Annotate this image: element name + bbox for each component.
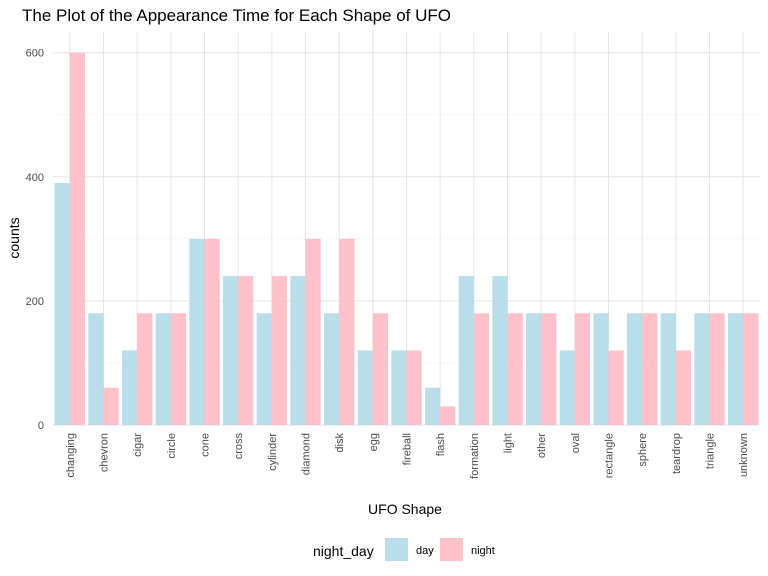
bar-night-cigar <box>137 313 153 425</box>
bar-day-teardrop <box>660 313 676 425</box>
bar-day-rectangle <box>593 313 609 425</box>
bar-night-egg <box>372 313 388 425</box>
bar-night-circle <box>170 313 186 425</box>
x-tick-label: changing <box>65 433 77 478</box>
x-tick-label: formation <box>469 433 481 479</box>
legend-title: night_day <box>313 543 374 559</box>
bar-day-cigar <box>122 350 138 425</box>
bar-day-diamond <box>290 276 306 425</box>
x-tick-label: egg <box>368 433 380 451</box>
bar-night-other <box>541 313 557 425</box>
bar-day-unknown <box>728 313 744 425</box>
y-axis-title: counts <box>6 217 22 258</box>
bar-night-formation <box>473 313 489 425</box>
bar-night-teardrop <box>675 350 691 425</box>
bar-day-formation <box>458 276 474 425</box>
bar-day-chevron <box>88 313 104 425</box>
legend-key-night <box>440 538 463 561</box>
bar-day-egg <box>357 350 373 425</box>
bar-night-unknown <box>743 313 759 425</box>
bar-day-flash <box>425 387 441 425</box>
bar-night-sphere <box>642 313 658 425</box>
x-tick-label: cigar <box>132 433 144 457</box>
x-tick-label: light <box>503 433 515 453</box>
x-tick-labels: changing chevron cigar circle cone cross cylin… <box>65 433 750 479</box>
legend-label-night: night <box>471 545 495 557</box>
x-tick-label: teardrop <box>671 433 683 474</box>
x-tick-label: fireball <box>402 433 414 465</box>
x-tick-label: unknown <box>738 433 750 477</box>
legend-items: day night <box>385 538 495 561</box>
bar-night-changing <box>69 52 85 426</box>
x-tick-label: triangle <box>705 433 717 469</box>
legend: night_day day night <box>313 538 495 561</box>
x-tick-label: chevron <box>99 433 111 472</box>
bar-night-diamond <box>305 238 321 425</box>
x-axis-title: UFO Shape <box>368 501 442 517</box>
bar-night-oval <box>574 313 590 425</box>
y-tick-label: 200 <box>26 296 44 308</box>
x-tick-label: disk <box>334 433 346 453</box>
x-tick-label: cross <box>233 433 245 460</box>
bar-night-disk <box>339 238 355 425</box>
bar-day-circle <box>155 313 171 425</box>
x-tick-label: oval <box>570 433 582 453</box>
bar-night-fireball <box>406 350 422 425</box>
legend-key-day <box>385 538 408 561</box>
y-tick-label: 0 <box>38 420 44 432</box>
bar-day-cylinder <box>256 313 272 425</box>
bar-day-triangle <box>694 313 710 425</box>
bars <box>54 52 759 426</box>
bar-day-cone <box>189 238 205 425</box>
bar-day-fireball <box>391 350 407 425</box>
y-tick-label: 400 <box>26 172 44 184</box>
x-tick-label: diamond <box>301 433 313 475</box>
bar-day-other <box>526 313 542 425</box>
bar-night-cone <box>204 238 220 425</box>
bar-night-triangle <box>709 313 725 425</box>
y-tick-labels: 0 200 400 600 <box>26 48 44 432</box>
bar-night-flash <box>440 406 456 425</box>
bar-day-light <box>492 276 508 425</box>
bar-day-cross <box>223 276 239 425</box>
bar-night-chevron <box>103 387 119 425</box>
x-tick-label: cone <box>200 433 212 457</box>
chart-title: The Plot of the Appearance Time for Each… <box>22 6 451 25</box>
bar-day-oval <box>559 350 575 425</box>
x-tick-label: cylinder <box>267 433 279 471</box>
bar-day-disk <box>324 313 340 425</box>
x-tick-label: rectangle <box>604 433 616 478</box>
y-tick-label: 600 <box>26 48 44 60</box>
legend-label-day: day <box>416 545 434 557</box>
bar-night-cross <box>238 276 254 425</box>
x-tick-label: circle <box>166 433 178 459</box>
x-tick-label: flash <box>435 433 447 456</box>
bar-night-light <box>507 313 523 425</box>
x-tick-label: sphere <box>637 433 649 467</box>
bar-day-changing <box>54 183 70 425</box>
bar-day-sphere <box>627 313 643 425</box>
bar-night-cylinder <box>271 276 287 425</box>
x-tick-label: other <box>536 433 548 458</box>
bar-night-rectangle <box>608 350 624 425</box>
